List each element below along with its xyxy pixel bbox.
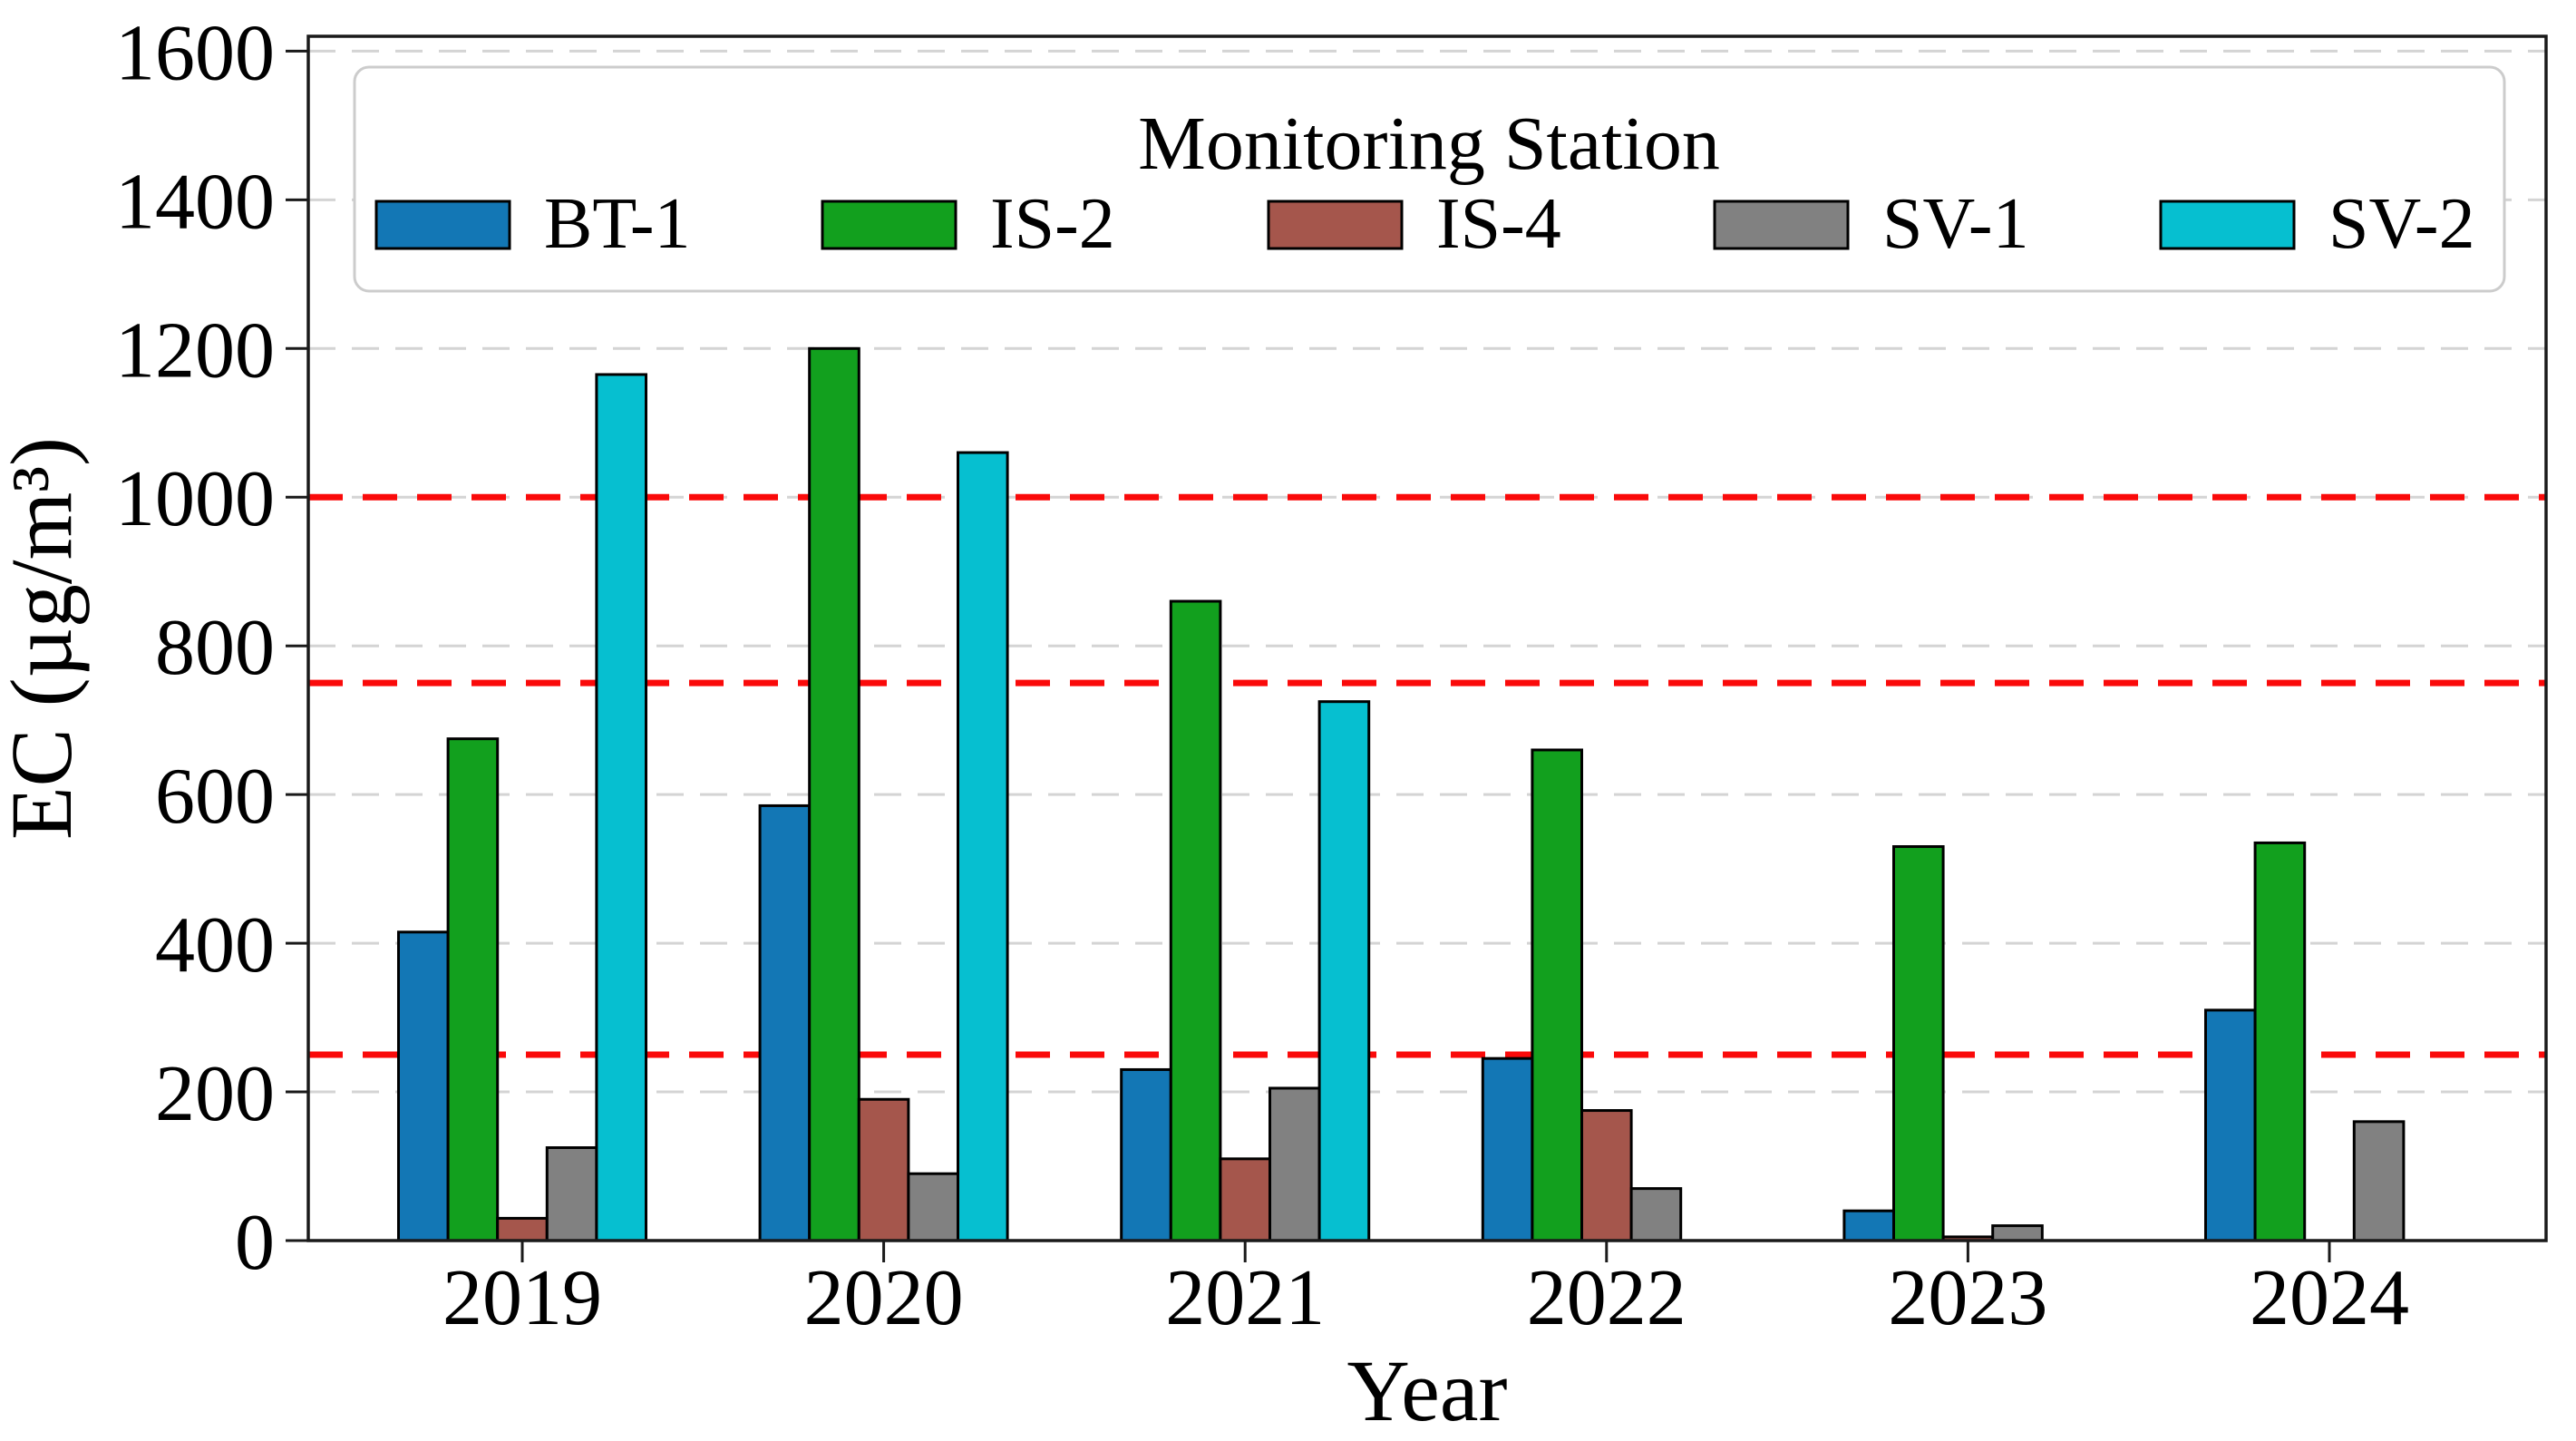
y-tick-label-800: 800 bbox=[155, 604, 275, 692]
legend-label-IS-2: IS-2 bbox=[990, 184, 1115, 264]
bar-BT-1-2020 bbox=[758, 803, 812, 1242]
x-axis-title: Year bbox=[1347, 1342, 1508, 1436]
bar-SV-1-2021 bbox=[1269, 1086, 1321, 1242]
legend-entries: BT-1 IS-2 IS-4 SV-1 SV-2 bbox=[374, 184, 2475, 264]
bar-IS-2-2024 bbox=[2253, 841, 2307, 1242]
bar-SV-1-2022 bbox=[1629, 1187, 1683, 1242]
bar-IS-2-2019 bbox=[446, 737, 500, 1242]
x-tick-label-2021: 2021 bbox=[1165, 1254, 1325, 1342]
bar-SV-1-2024 bbox=[2352, 1120, 2406, 1242]
bar-BT-1-2022 bbox=[1481, 1056, 1534, 1242]
x-tick-label-2024: 2024 bbox=[2250, 1254, 2409, 1342]
axes-layer bbox=[286, 34, 2548, 1262]
y-tick-label-1600: 1600 bbox=[115, 9, 275, 97]
y-tick-label-600: 600 bbox=[155, 753, 275, 841]
bar-SV-1-2023 bbox=[1991, 1224, 2044, 1242]
bar-SV-2-2020 bbox=[957, 451, 1009, 1242]
legend: Monitoring Station BT-1 IS-2 IS-4 SV-1 SV-2 bbox=[353, 65, 2506, 293]
x-tick-label-2022: 2022 bbox=[1527, 1254, 1687, 1342]
reference-lines-layer bbox=[308, 493, 2546, 1058]
bar-IS-4-2020 bbox=[857, 1097, 910, 1242]
legend-swatch-IS-4 bbox=[1267, 200, 1404, 250]
legend-label-SV-1: SV-1 bbox=[1882, 184, 2029, 264]
legend-label-SV-2: SV-2 bbox=[2328, 184, 2475, 264]
legend-label-BT-1: BT-1 bbox=[544, 184, 691, 264]
bar-BT-1-2024 bbox=[2204, 1008, 2257, 1242]
bar-IS-2-2022 bbox=[1531, 748, 1584, 1242]
y-axis-title: EC (µg/m³) bbox=[0, 437, 90, 840]
bar-IS-4-2021 bbox=[1219, 1157, 1272, 1242]
legend-title: Monitoring Station bbox=[1138, 102, 1720, 186]
y-tick-label-400: 400 bbox=[155, 901, 275, 989]
bar-IS-2-2023 bbox=[1892, 845, 1945, 1242]
bar-BT-1-2021 bbox=[1120, 1067, 1172, 1242]
y-tick-label-0: 0 bbox=[235, 1199, 275, 1287]
legend-label-IS-4: IS-4 bbox=[1436, 184, 1561, 264]
y-tick-label-200: 200 bbox=[155, 1050, 275, 1138]
legend-swatch-IS-2 bbox=[821, 200, 957, 250]
legend-swatch-BT-1 bbox=[374, 200, 511, 250]
bar-SV-2-2019 bbox=[595, 373, 648, 1242]
x-tick-label-2023: 2023 bbox=[1888, 1254, 2047, 1342]
tick-labels-layer: 0 200 400 600 800 1000 1200 1400 1600 2019 2020 202… bbox=[115, 9, 2409, 1342]
bar-BT-1-2023 bbox=[1842, 1209, 1896, 1242]
bar-IS-2-2021 bbox=[1169, 599, 1222, 1242]
x-tick-label-2019: 2019 bbox=[442, 1254, 602, 1342]
legend-swatch-SV-2 bbox=[2159, 200, 2296, 250]
legend-swatch-SV-1 bbox=[1713, 200, 1850, 250]
y-tick-label-1400: 1400 bbox=[115, 158, 275, 246]
bar-BT-1-2019 bbox=[397, 930, 450, 1242]
bar-IS-4-2022 bbox=[1580, 1109, 1633, 1242]
bar-IS-2-2020 bbox=[808, 346, 860, 1242]
bars-layer bbox=[397, 346, 2406, 1242]
plot-frame bbox=[306, 34, 2548, 1242]
bar-SV-1-2020 bbox=[907, 1172, 960, 1242]
y-tick-label-1000: 1000 bbox=[115, 455, 275, 543]
bar-SV-1-2019 bbox=[545, 1146, 598, 1242]
bar-IS-4-2019 bbox=[496, 1216, 549, 1242]
x-tick-label-2020: 2020 bbox=[804, 1254, 964, 1342]
axis-titles-layer: Year EC (µg/m³) bbox=[0, 437, 1508, 1439]
bar-SV-2-2021 bbox=[1317, 700, 1371, 1242]
y-tick-label-1200: 1200 bbox=[115, 307, 275, 394]
